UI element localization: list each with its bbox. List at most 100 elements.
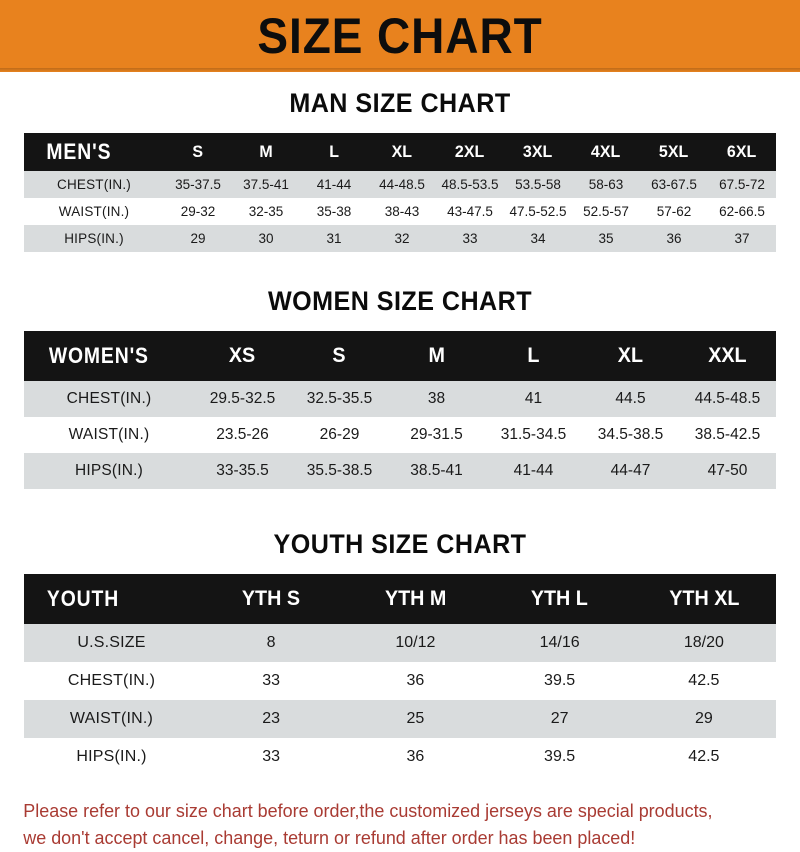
table-cell: 41-44	[300, 171, 368, 198]
table-cell: 10/12	[343, 624, 488, 662]
men-row-label-hips: HIPS(IN.)	[24, 225, 164, 252]
table-cell: 33	[199, 738, 344, 776]
table-cell: 62-66.5	[708, 198, 776, 225]
women-table-body: CHEST(IN.) 29.5-32.5 32.5-35.5 38 41 44.…	[24, 381, 776, 489]
table-cell: 23.5-26	[194, 417, 291, 453]
table-cell: 25	[343, 700, 488, 738]
men-col-5xl: 5XL	[640, 133, 708, 171]
men-col-xl: XL	[368, 133, 436, 171]
banner-shadow	[0, 68, 800, 72]
table-cell: 42.5	[631, 662, 776, 700]
table-cell: 27	[487, 700, 632, 738]
table-cell: 43-47.5	[436, 198, 504, 225]
order-policy-disclaimer: Please refer to our size chart before or…	[0, 792, 776, 852]
youth-row-header-cell: YOUTH	[24, 574, 199, 624]
table-cell: 39.5	[487, 662, 632, 700]
table-cell: 8	[199, 624, 344, 662]
table-cell: 18/20	[631, 624, 776, 662]
youth-row-label-us-size: U.S.SIZE	[24, 624, 199, 662]
men-row-header-label: MEN'S	[46, 139, 112, 164]
table-cell: 30	[232, 225, 300, 252]
table-cell: 36	[640, 225, 708, 252]
youth-row-header-label: YOUTH	[46, 586, 120, 611]
women-row-label-chest: CHEST(IN.)	[24, 381, 194, 417]
table-cell: 44.5-48.5	[679, 381, 776, 417]
table-cell: 67.5-72	[708, 171, 776, 198]
men-col-l: L	[300, 133, 368, 171]
women-col-m: M	[388, 331, 485, 381]
men-table-body: CHEST(IN.) 35-37.5 37.5-41 41-44 44-48.5…	[24, 171, 776, 252]
table-cell: 35	[572, 225, 640, 252]
spacer	[24, 560, 776, 574]
table-cell: 63-67.5	[640, 171, 708, 198]
women-section-title: WOMEN SIZE CHART	[267, 286, 533, 316]
table-cell: 58-63	[572, 171, 640, 198]
women-table-head: WOMEN'S XS S M L XL XXL	[24, 331, 776, 381]
table-cell: 37.5-41	[232, 171, 300, 198]
table-cell: 38-43	[368, 198, 436, 225]
table-cell: 36	[343, 662, 488, 700]
table-row: CHEST(IN.) 29.5-32.5 32.5-35.5 38 41 44.…	[24, 381, 776, 417]
youth-section-title: YOUTH SIZE CHART	[273, 529, 527, 559]
table-cell: 38.5-41	[388, 453, 485, 489]
youth-col-yth-xl: YTH XL	[631, 574, 776, 624]
table-cell: 29-31.5	[388, 417, 485, 453]
table-cell: 26-29	[291, 417, 388, 453]
youth-table-head: YOUTH YTH S YTH M YTH L YTH XL	[24, 574, 776, 624]
table-cell: 34	[504, 225, 572, 252]
table-header-row: WOMEN'S XS S M L XL XXL	[24, 331, 776, 381]
table-cell: 31.5-34.5	[485, 417, 582, 453]
youth-col-yth-m: YTH M	[343, 574, 488, 624]
spacer	[24, 317, 776, 331]
spacer	[0, 252, 800, 286]
youth-table-body: U.S.SIZE 8 10/12 14/16 18/20 CHEST(IN.) …	[24, 624, 776, 776]
youth-section: YOUTH SIZE CHART YOUTH YTH S YTH M YTH L…	[0, 529, 800, 776]
table-cell: 14/16	[487, 624, 632, 662]
table-cell: 41	[485, 381, 582, 417]
women-col-xs: XS	[194, 331, 291, 381]
women-section: WOMEN SIZE CHART WOMEN'S XS S M L XL XXL	[0, 286, 800, 489]
men-col-3xl: 3XL	[504, 133, 572, 171]
table-cell: 35-38	[300, 198, 368, 225]
table-cell: 42.5	[631, 738, 776, 776]
table-cell: 44-48.5	[368, 171, 436, 198]
men-section: MAN SIZE CHART MEN'S S M L XL 2XL 3XL 4X…	[0, 88, 800, 252]
youth-col-yth-l: YTH L	[487, 574, 632, 624]
table-cell: 34.5-38.5	[582, 417, 679, 453]
table-cell: 47-50	[679, 453, 776, 489]
table-cell: 23	[199, 700, 344, 738]
women-row-label-hips: HIPS(IN.)	[24, 453, 194, 489]
women-size-table: WOMEN'S XS S M L XL XXL CHEST(IN.) 29.5-…	[24, 331, 776, 489]
table-cell: 36	[343, 738, 488, 776]
men-col-2xl: 2XL	[436, 133, 504, 171]
table-cell: 32-35	[232, 198, 300, 225]
table-row: HIPS(IN.) 33-35.5 35.5-38.5 38.5-41 41-4…	[24, 453, 776, 489]
men-col-6xl: 6XL	[708, 133, 776, 171]
table-row: HIPS(IN.) 33 36 39.5 42.5	[24, 738, 776, 776]
table-row: HIPS(IN.) 29 30 31 32 33 34 35 36 37	[24, 225, 776, 252]
women-col-xxl: XXL	[679, 331, 776, 381]
table-cell: 53.5-58	[504, 171, 572, 198]
table-cell: 38	[388, 381, 485, 417]
table-row: WAIST(IN.) 23 25 27 29	[24, 700, 776, 738]
spacer	[0, 489, 800, 529]
table-cell: 29.5-32.5	[194, 381, 291, 417]
men-row-label-chest: CHEST(IN.)	[24, 171, 164, 198]
table-cell: 52.5-57	[572, 198, 640, 225]
disclaimer-line-1: Please refer to our size chart before or…	[23, 800, 713, 821]
women-col-l: L	[485, 331, 582, 381]
table-cell: 38.5-42.5	[679, 417, 776, 453]
table-cell: 35-37.5	[164, 171, 232, 198]
table-cell: 44.5	[582, 381, 679, 417]
table-cell: 33	[436, 225, 504, 252]
table-cell: 41-44	[485, 453, 582, 489]
table-cell: 32.5-35.5	[291, 381, 388, 417]
disclaimer-line-2: we don't accept cancel, change, teturn o…	[23, 826, 636, 848]
table-cell: 57-62	[640, 198, 708, 225]
men-col-m: M	[232, 133, 300, 171]
table-cell: 33	[199, 662, 344, 700]
men-col-s: S	[164, 133, 232, 171]
youth-row-label-chest: CHEST(IN.)	[24, 662, 199, 700]
table-row: U.S.SIZE 8 10/12 14/16 18/20	[24, 624, 776, 662]
